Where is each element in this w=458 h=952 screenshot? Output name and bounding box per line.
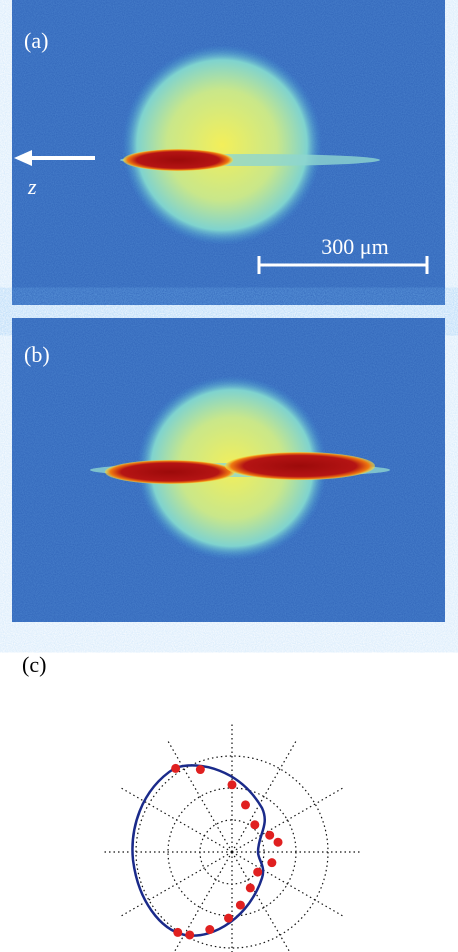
panel-a: (a) z 300 μm — [12, 0, 445, 305]
data-point — [246, 883, 255, 892]
panel-label: (c) — [22, 652, 46, 677]
condensate — [225, 452, 375, 480]
polar-spoke — [120, 852, 232, 917]
data-point — [185, 930, 194, 939]
polar-spoke — [232, 787, 344, 852]
polar-spoke — [167, 852, 232, 952]
data-point — [253, 868, 262, 877]
panel-label: (a) — [24, 28, 48, 53]
scale-bar-label: 300 μm — [321, 234, 388, 259]
figure: (a) z 300 μm (b) (c) — [0, 0, 458, 952]
data-point — [196, 765, 205, 774]
data-point — [171, 764, 180, 773]
panel-label: (b) — [24, 342, 50, 367]
data-point — [274, 838, 283, 847]
data-point — [265, 831, 274, 840]
data-point — [267, 858, 276, 867]
data-point — [224, 914, 233, 923]
condensate — [105, 460, 235, 484]
data-point — [205, 925, 214, 934]
fit-curve — [132, 765, 264, 935]
condensate — [123, 149, 233, 171]
data-point — [241, 800, 250, 809]
data-point — [250, 820, 259, 829]
polar-spoke — [232, 740, 297, 852]
atom-cloud — [122, 45, 322, 245]
data-point — [228, 780, 237, 789]
data-point — [173, 928, 182, 937]
axis-label: z — [27, 174, 37, 199]
data-point — [236, 901, 245, 910]
panel-b: (b) — [12, 318, 445, 622]
